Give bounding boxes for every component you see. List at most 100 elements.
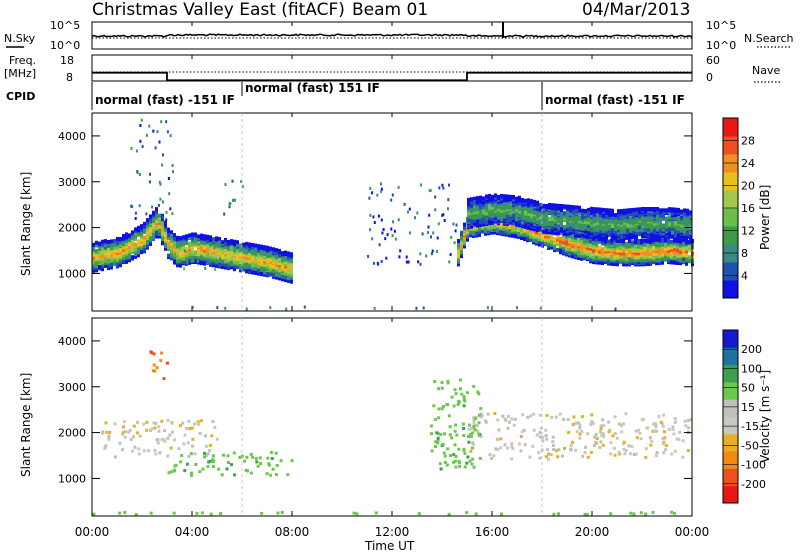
power-cell: [683, 224, 686, 229]
velocity-cell: [132, 424, 136, 428]
power-cell: [571, 232, 574, 237]
power-cell: [641, 207, 644, 211]
velocity-cell: [590, 420, 594, 423]
power-cell: [134, 227, 137, 232]
power-cell: [686, 221, 689, 226]
power-cell: [165, 120, 168, 124]
velocity-cell: [194, 463, 198, 466]
power-cell: [134, 211, 137, 215]
power-cell: [610, 250, 613, 255]
power-cell: [659, 222, 662, 227]
power-cell: [414, 216, 416, 220]
velocity-cell: [468, 459, 472, 463]
power-cell: [119, 254, 122, 259]
time-xlabel: Time UT: [364, 539, 415, 553]
power-cell: [602, 213, 605, 218]
power-cell: [119, 257, 122, 262]
power-cell: [449, 253, 452, 257]
velocity-cell: [538, 456, 542, 460]
velocity-cell: [470, 446, 474, 450]
power-cell: [599, 207, 602, 212]
power-cell: [484, 231, 487, 236]
velocity-cell: [190, 473, 193, 477]
velocity-cell: [462, 434, 466, 437]
power-cell: [638, 225, 641, 230]
velocity-cell: [267, 462, 271, 466]
power-cell: [170, 230, 173, 235]
velocity-cell: [154, 422, 158, 425]
power-cell: [254, 261, 257, 266]
power-cell: [577, 247, 580, 252]
power-cell: [536, 200, 539, 205]
velocity-cell: [465, 461, 469, 465]
velocity-cell: [133, 445, 137, 449]
velocity-cell: [227, 461, 230, 464]
power-cell: [230, 254, 233, 259]
power-cell: [674, 221, 677, 226]
power-cell: [230, 239, 233, 244]
power-cell: [161, 163, 164, 167]
power-cell: [574, 238, 577, 243]
power-cell: [560, 210, 563, 215]
power-cell: [599, 213, 602, 218]
power-cell: [556, 247, 559, 252]
velocity-cell: [153, 448, 157, 452]
power-cell: [263, 245, 266, 250]
velocity-cell: [654, 425, 658, 429]
power-cell: [101, 258, 104, 263]
velocity-cell: [479, 407, 483, 411]
power-cell: [530, 222, 533, 227]
power-cell: [689, 214, 692, 219]
power-cell: [482, 219, 485, 224]
beam-label: Beam 01: [352, 0, 428, 20]
velocity-cell: [103, 446, 107, 450]
power-cell: [500, 196, 503, 201]
power-cell: [521, 220, 524, 224]
power-cell: [170, 244, 173, 249]
power-cell: [368, 196, 371, 200]
velocity-cell: [204, 444, 208, 448]
power-cell: [653, 227, 656, 232]
power-cell: [269, 272, 272, 277]
power-cell: [161, 235, 164, 240]
velocity-cell: [476, 390, 480, 394]
velocity-cell: [191, 444, 194, 448]
velocity-cell: [544, 455, 548, 459]
velocity-cell: [661, 442, 665, 446]
power-cell: [539, 219, 542, 224]
power-cell: [601, 251, 604, 256]
power-cell: [269, 260, 272, 265]
power-cell: [134, 242, 137, 247]
power-cell: [563, 211, 566, 216]
velocity-cell: [612, 446, 616, 450]
power-cell: [521, 207, 524, 212]
power-cell: [194, 238, 197, 242]
velocity-cell: [168, 433, 172, 437]
velocity-cell: [212, 460, 216, 463]
power-cell: [170, 241, 173, 246]
velocity-cell: [209, 512, 213, 516]
power-cell: [437, 222, 440, 226]
power-cell: [562, 237, 565, 242]
power-cell: [665, 227, 668, 232]
power-cell: [647, 212, 650, 217]
power-cell: [493, 223, 496, 228]
power-cell: [380, 189, 383, 193]
power-cell: [257, 257, 260, 262]
power-cell: [380, 187, 383, 191]
power-cell: [467, 217, 470, 221]
power-cell: [407, 210, 409, 214]
velocity-cell: [207, 460, 211, 464]
velocity-cell: [598, 446, 602, 449]
power-cell: [572, 210, 575, 215]
velocity-cell: [230, 463, 233, 467]
power-cell: [649, 238, 652, 243]
velocity-cell: [430, 432, 433, 436]
power-cell: [658, 247, 661, 252]
power-cell: [162, 200, 164, 204]
velocity-cell: [456, 403, 460, 406]
velocity-cell: [450, 395, 454, 399]
power-cell: [650, 226, 653, 231]
power-cell: [569, 222, 572, 227]
